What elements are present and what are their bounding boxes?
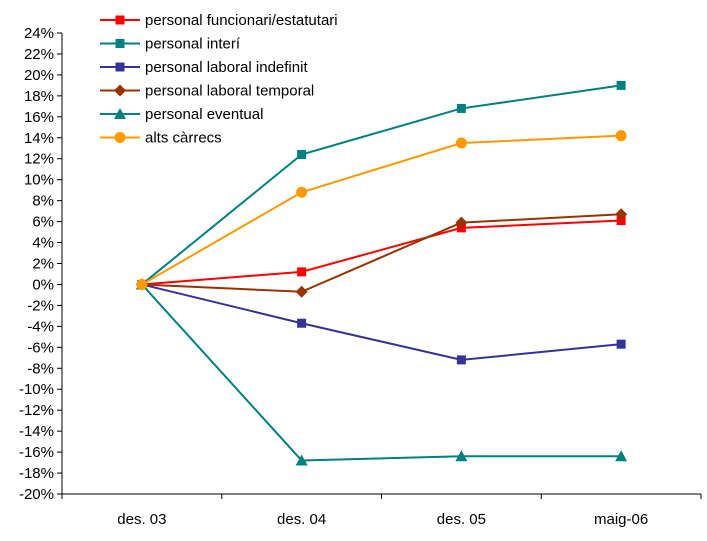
legend-label: personal interí [145, 36, 241, 53]
data-point [616, 216, 626, 226]
data-point [297, 267, 307, 277]
data-point [615, 450, 628, 462]
y-tick-label: 22% [24, 46, 54, 63]
legend-item: personal funcionari/estatutari [100, 12, 338, 29]
y-tick-label: 10% [24, 172, 54, 189]
series-line [141, 213, 622, 293]
legend-marker [114, 132, 126, 143]
x-tick-label: des. 05 [437, 511, 486, 528]
series-0 [137, 216, 626, 289]
y-tick-label: -2% [27, 297, 54, 314]
y-tick-label: 6% [32, 214, 54, 231]
legend-label: alts càrrecs [145, 130, 222, 147]
axes: -20% -18% -16% -14% -12% -10% -8% -6% -4% -2% 0% 2%… [19, 25, 702, 528]
y-tick-label: 2% [32, 256, 54, 273]
series-line [141, 219, 622, 286]
y-tick-label: 12% [24, 151, 54, 168]
y-tick-label: 16% [24, 109, 54, 126]
legend-label: personal laboral indefinit [145, 59, 308, 76]
y-tick-label: -16% [19, 444, 54, 461]
y-tick-label: -12% [19, 402, 54, 419]
y-tick-label: -4% [27, 318, 54, 335]
legend-item: personal laboral temporal [100, 83, 314, 100]
y-tick-label: 4% [32, 235, 54, 252]
data-point [297, 150, 307, 160]
y-tick-label: -14% [19, 423, 54, 440]
data-point [456, 355, 466, 365]
y-tick-label: -6% [27, 339, 54, 356]
legend-label: personal funcionari/estatutari [145, 12, 338, 29]
legend-label: personal laboral temporal [145, 83, 314, 100]
legend-item: personal laboral indefinit [100, 59, 308, 76]
series-4 [135, 278, 628, 466]
data-point [295, 285, 308, 298]
data-point [615, 208, 628, 221]
y-tick-label: -10% [19, 381, 54, 398]
legend-marker [114, 84, 126, 97]
y-tick-label: 14% [24, 130, 54, 147]
data-point [616, 339, 626, 349]
series-line [141, 84, 622, 286]
data-point [297, 318, 307, 328]
data-point [455, 216, 468, 229]
data-point [616, 80, 626, 90]
y-tick-label: 18% [24, 88, 54, 105]
data-point [615, 130, 627, 142]
y-tick-label: 20% [24, 67, 54, 84]
series-2 [137, 279, 626, 365]
series-line [141, 134, 622, 286]
series-3 [135, 208, 628, 298]
y-tick-label: -18% [19, 465, 54, 482]
data-point [455, 137, 467, 149]
legend-item: alts càrrecs [100, 130, 222, 147]
x-tick-label: des. 03 [117, 511, 166, 528]
data-point [295, 454, 308, 466]
y-tick-label: 0% [32, 276, 54, 293]
legend-marker [114, 108, 126, 119]
x-tick-label: des. 04 [277, 511, 326, 528]
y-tick-label: -8% [27, 360, 54, 377]
series-group [135, 80, 628, 466]
legend-marker [115, 62, 125, 72]
series-line [141, 283, 622, 462]
series-5 [136, 130, 627, 290]
legend-marker [115, 39, 125, 48]
data-point [455, 450, 468, 462]
legend: personal funcionari/estatutari personal i… [100, 12, 338, 147]
legend-item: personal eventual [100, 106, 263, 123]
y-tick-label: -20% [19, 486, 54, 503]
y-tick-label: 24% [24, 25, 54, 42]
data-point [136, 278, 148, 290]
legend-label: personal eventual [145, 106, 263, 123]
legend-marker [115, 15, 125, 25]
data-point [456, 103, 466, 113]
series-line [141, 283, 622, 361]
y-tick-label: 8% [32, 193, 54, 210]
x-tick-label: maig-06 [594, 511, 648, 528]
legend-item: personal interí [100, 36, 241, 53]
data-point [296, 186, 308, 198]
